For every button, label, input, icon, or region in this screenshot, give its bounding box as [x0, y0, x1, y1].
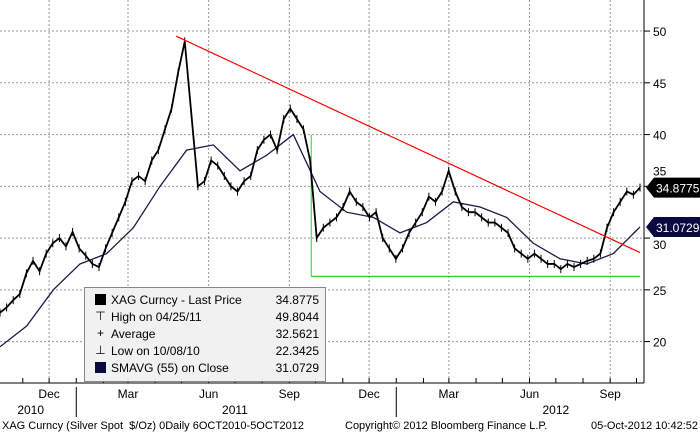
- footer-right: 05-Oct-2012 10:42:52: [591, 420, 698, 432]
- footer-center: Copyright© 2012 Bloomberg Finance L.P.: [345, 420, 547, 432]
- legend: XAG Curncy - Last Price 34.8775 ⊤ High o…: [84, 287, 326, 382]
- black-square-icon: [95, 294, 106, 305]
- legend-item: XAG Curncy - Last Price 34.8775: [91, 292, 319, 308]
- y-tick-label: 40: [653, 129, 667, 143]
- legend-item: ⊥ Low on 10/08/10 22.3425: [95, 343, 319, 358]
- sma-value-tag: 31.0729: [656, 221, 700, 235]
- navy-square-icon: [95, 362, 106, 373]
- x-tick-label: Dec: [38, 387, 59, 401]
- low-marker-icon: ⊥: [95, 343, 106, 357]
- footer-left: XAG Curncy (Silver Spot $/Oz) 0Daily 6OC…: [2, 420, 304, 432]
- x-tick-label: Sep: [600, 387, 622, 401]
- sma-value-tag-bg: [646, 216, 700, 237]
- y-tick-label: 50: [653, 25, 667, 39]
- legend-item: SMAVG (55) on Close 31.0729: [91, 360, 319, 376]
- y-tick-label: 25: [653, 284, 667, 298]
- y-tick-label: 20: [653, 336, 667, 350]
- x-tick-label: Dec: [358, 387, 379, 401]
- year-label: 2011: [222, 403, 248, 417]
- year-label: 2012: [542, 403, 569, 417]
- average-marker-icon: +: [96, 326, 104, 340]
- sma-line: [0, 133, 641, 348]
- y-tick-label: 45: [653, 77, 667, 91]
- legend-item: ⊤ High on 04/25/11 49.8044: [95, 309, 319, 324]
- high-marker-icon: ⊤: [95, 309, 106, 323]
- x-tick-label: Mar: [439, 387, 460, 401]
- y-tick-label: 30: [653, 238, 667, 252]
- x-tick-label: Jun: [520, 387, 539, 401]
- year-label: 2010: [17, 403, 44, 417]
- x-tick-label: Sep: [279, 387, 301, 401]
- y-tick-label: 35: [653, 165, 667, 179]
- x-tick-label: Mar: [118, 387, 139, 401]
- legend-item: + Average 32.5621: [96, 326, 319, 341]
- x-tick-label: Jun: [199, 387, 218, 401]
- trend-line: [175, 35, 641, 254]
- last-price-tag-bg: [646, 177, 700, 198]
- price-line: [0, 41, 641, 314]
- last-price-tag: 34.8775: [656, 182, 700, 196]
